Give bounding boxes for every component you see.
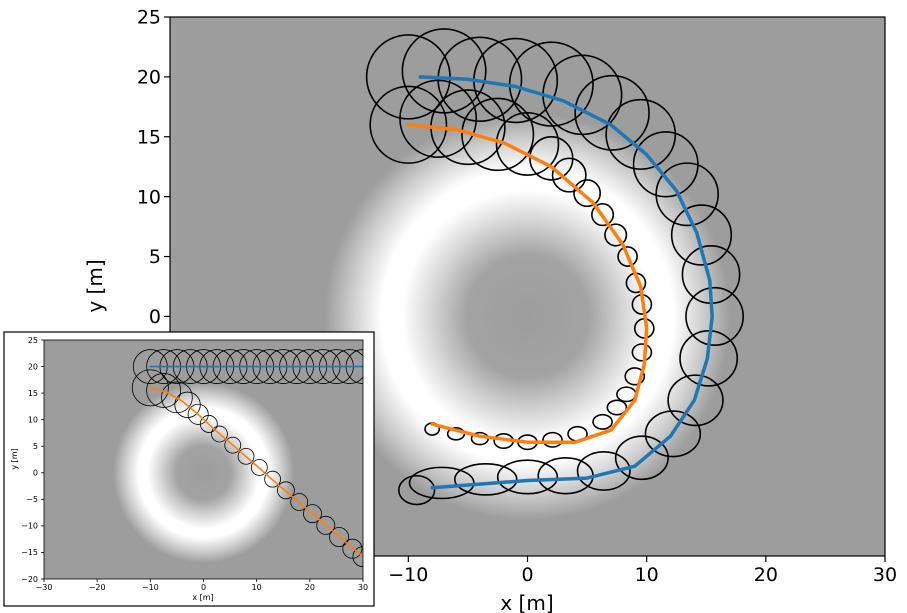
main-ellipse	[605, 98, 677, 170]
inset-xtick-label: 10	[252, 583, 262, 592]
main-xtick-label: 30	[873, 564, 897, 586]
inset-y-ticks: −20 −15 −10 −5 0 5 10 15 20 25	[21, 336, 44, 584]
main-ellipse	[592, 413, 613, 430]
inset-ellipse	[316, 515, 336, 535]
inset-ellipse	[290, 493, 309, 511]
main-trajectories	[406, 75, 714, 490]
inset-trajectories	[149, 365, 363, 558]
inset-xlabel: x [m]	[192, 593, 213, 602]
inset-series-line-1	[149, 387, 363, 558]
inset-xtick-label: 30	[358, 583, 368, 592]
main-ellipse	[574, 74, 650, 151]
main-ytick-label: 0	[149, 306, 161, 328]
main-ytick-label: 15	[137, 126, 161, 148]
inset-ellipse	[342, 538, 363, 559]
inset-ring-field	[113, 382, 294, 564]
main-ellipse	[454, 462, 518, 496]
main-ellipse	[685, 286, 744, 346]
inset-xtick-label: 0	[201, 583, 206, 592]
main-xtick-label: 0	[521, 564, 533, 586]
inset-xtick-label: −30	[36, 583, 53, 592]
inset-ytick-label: 5	[33, 442, 38, 451]
main-ytick-label: 10	[137, 186, 161, 208]
main-xtick-label: 20	[754, 564, 778, 586]
main-ellipse	[670, 204, 733, 266]
inset-ytick-label: 15	[28, 389, 38, 398]
main-ytick-label: 25	[137, 7, 161, 29]
main-series-line-0	[418, 75, 714, 490]
inset-xtick-label: −10	[142, 583, 159, 592]
inset-xtick-label: −20	[89, 583, 106, 592]
main-ellipse	[542, 431, 563, 448]
inset-x-ticks: −30 −20 −10 0 10 20 30	[36, 579, 368, 592]
inset-ellipse	[146, 373, 182, 408]
main-ellipse	[397, 474, 436, 506]
main-ellipse	[624, 367, 646, 386]
main-ellipse	[655, 162, 719, 227]
inset-ellipse	[211, 425, 228, 443]
inset-ytick-label: 0	[33, 469, 38, 478]
inset-ytick-label: 25	[28, 336, 38, 345]
inset-ytick-label: −5	[26, 495, 38, 504]
main-ellipse	[631, 343, 653, 362]
main-xtick-label: 10	[635, 564, 659, 586]
main-ellipse	[496, 459, 559, 495]
inset-ellipse	[329, 527, 350, 548]
main-ellipse	[399, 79, 478, 158]
inset-ytick-label: 20	[28, 362, 38, 371]
inset-ytick-label: −20	[21, 575, 38, 584]
main-ellipse	[644, 410, 702, 458]
main-ellipse	[604, 223, 628, 247]
inset-ylabel: y [m]	[10, 448, 19, 469]
inset-ellipse	[131, 369, 169, 407]
main-ellipse	[576, 450, 631, 491]
main-ellipse	[369, 85, 448, 164]
main-ellipse	[551, 157, 587, 193]
inset-ellipse	[161, 381, 193, 414]
inset-ytick-label: −15	[21, 548, 38, 557]
inset-ellipse	[199, 415, 218, 433]
main-ellipse	[573, 179, 601, 208]
main-ellipse	[461, 97, 535, 172]
main-ellipse	[667, 374, 724, 427]
main-ellipse	[591, 203, 615, 227]
main-xtick-label: −10	[388, 564, 428, 586]
main-ytick-label: 5	[149, 246, 161, 268]
inset-ellipse	[352, 546, 363, 568]
main-ellipse	[614, 435, 669, 481]
main-ellipse	[606, 399, 628, 416]
main-ring-field	[324, 112, 731, 521]
inset-ellipse	[277, 481, 295, 500]
inset-ytick-label: −10	[21, 522, 38, 531]
inset-ellipse	[224, 436, 242, 454]
inset-ellipse	[250, 459, 268, 476]
main-ellipse	[617, 246, 638, 267]
main-ytick-label: 20	[137, 67, 161, 89]
main-ylabel: y [m]	[83, 259, 107, 312]
inset-ellipse	[237, 447, 255, 465]
inset-ellipse	[303, 504, 322, 524]
inset-ytick-label: 10	[28, 415, 38, 424]
inset-xtick-label: 20	[305, 583, 315, 592]
main-xlabel: x [m]	[500, 591, 553, 613]
inset-ellipse	[264, 470, 281, 488]
main-ellipse	[495, 112, 560, 176]
main-series-line-1	[406, 123, 649, 444]
main-ellipse	[679, 330, 739, 387]
inset-ellipse	[187, 403, 209, 425]
